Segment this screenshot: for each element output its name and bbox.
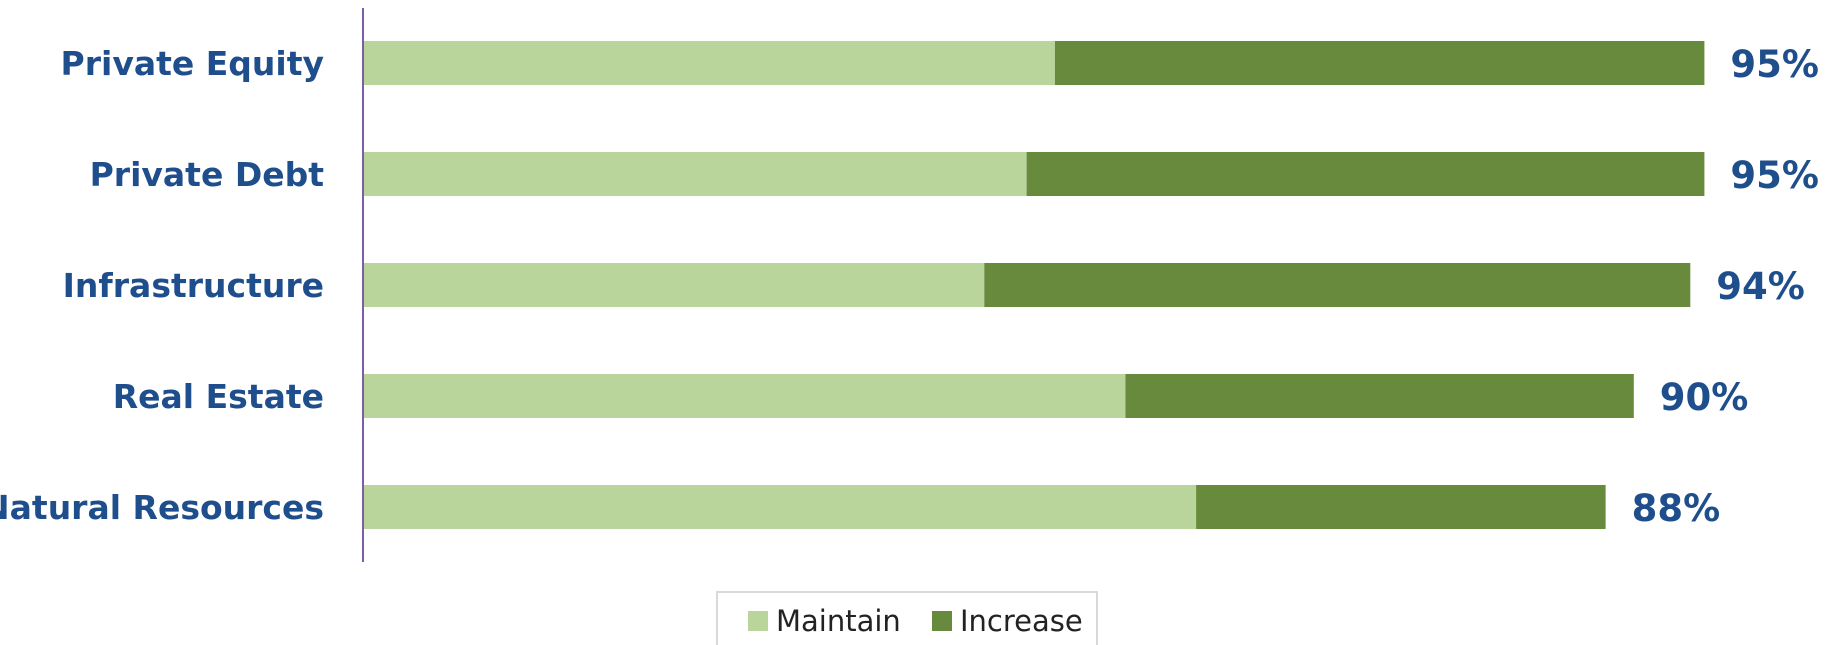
category-label-natural-resources: Natural Resources [0,488,324,527]
bar-private-equity-increase [1054,41,1705,85]
category-label-infrastructure: Infrastructure [63,266,324,305]
category-labels: Private Equity Private Debt Infrastructure… [0,44,324,527]
bar-private-debt-increase [1026,152,1705,196]
legend-box [716,591,1098,645]
total-label-private-debt: 95% [1730,154,1819,197]
total-label-private-equity: 95% [1730,43,1819,86]
bar-infrastructure-maintain [363,263,985,307]
bar-private-debt-maintain [363,152,1027,196]
category-label-private-debt: Private Debt [90,155,325,194]
legend-swatch-maintain [748,611,768,631]
bars-group [363,41,1705,529]
bar-natural-resources-maintain [363,485,1197,529]
bar-private-equity-maintain [363,41,1055,85]
category-label-private-equity: Private Equity [61,44,324,83]
bar-natural-resources-increase [1196,485,1606,529]
legend-label-maintain: Maintain [776,604,901,638]
total-labels: 95% 95% 94% 90% 88% [1632,43,1819,530]
legend-label-increase: Increase [960,604,1083,638]
bar-real-estate-maintain [363,374,1126,418]
total-label-infrastructure: 94% [1716,265,1805,308]
bar-real-estate-increase [1125,374,1634,418]
legend: Maintain Increase [716,591,1098,645]
category-label-real-estate: Real Estate [113,377,324,416]
legend-swatch-increase [932,611,952,631]
total-label-natural-resources: 88% [1632,487,1721,530]
bar-infrastructure-increase [984,263,1691,307]
total-label-real-estate: 90% [1660,376,1749,419]
